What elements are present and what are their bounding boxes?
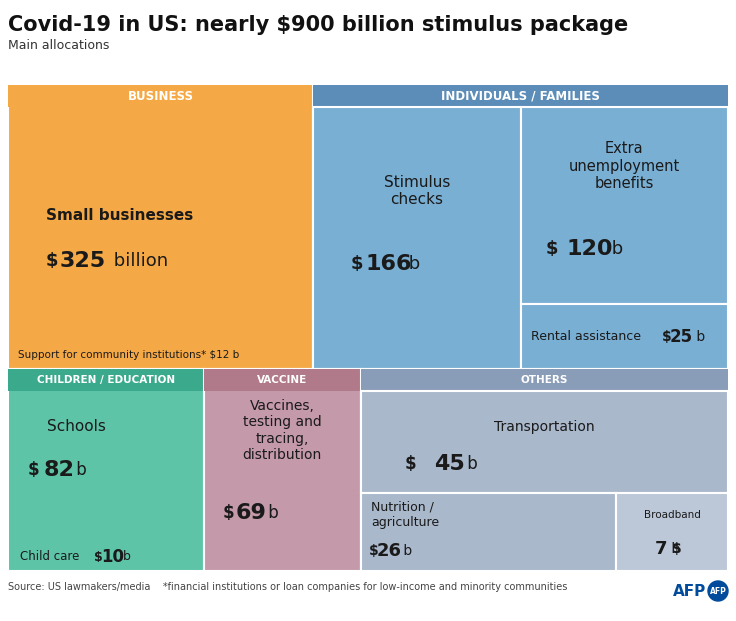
Text: Source: US lawmakers/media    *financial institutions or loan companies for low-: Source: US lawmakers/media *financial in… xyxy=(8,582,567,592)
Text: Nutrition /
agriculture: Nutrition / agriculture xyxy=(371,501,439,528)
Text: 26: 26 xyxy=(377,543,402,561)
Text: 10: 10 xyxy=(101,548,124,566)
Text: Transportation: Transportation xyxy=(494,420,595,434)
Text: 25: 25 xyxy=(670,328,693,346)
Text: Covid-19 in US: nearly $900 billion stimulus package: Covid-19 in US: nearly $900 billion stim… xyxy=(8,15,629,35)
Text: 325: 325 xyxy=(60,252,106,271)
Text: Extra
unemployment
benefits: Extra unemployment benefits xyxy=(569,141,680,191)
Text: b: b xyxy=(692,330,705,344)
Text: 45: 45 xyxy=(434,455,465,474)
Text: $: $ xyxy=(369,545,378,558)
Text: OTHERS: OTHERS xyxy=(520,375,568,385)
Text: $: $ xyxy=(27,461,39,479)
Bar xyxy=(361,369,728,391)
Bar xyxy=(520,107,728,304)
Text: b: b xyxy=(668,542,681,556)
Text: 82: 82 xyxy=(43,460,74,480)
Bar xyxy=(314,85,728,369)
Text: $: $ xyxy=(46,252,58,270)
Bar xyxy=(8,85,314,369)
Text: AFP: AFP xyxy=(710,587,726,597)
Text: $: $ xyxy=(350,255,363,273)
Text: Schools: Schools xyxy=(47,419,106,434)
Text: b: b xyxy=(462,455,478,473)
Text: INDIVIDUALS / FAMILIES: INDIVIDUALS / FAMILIES xyxy=(441,89,600,102)
Text: b: b xyxy=(263,504,279,522)
Bar xyxy=(8,369,204,571)
Text: Vaccines,
testing and
tracing,
distribution: Vaccines, testing and tracing, distribut… xyxy=(243,399,322,461)
Text: $: $ xyxy=(94,550,103,563)
Text: Small businesses: Small businesses xyxy=(46,208,194,224)
Text: CHILDREN / EDUCATION: CHILDREN / EDUCATION xyxy=(37,375,175,385)
Bar xyxy=(520,304,728,369)
Text: b: b xyxy=(399,545,412,558)
Text: b: b xyxy=(71,461,87,479)
Text: 166: 166 xyxy=(365,255,411,274)
Text: VACCINE: VACCINE xyxy=(257,375,308,385)
Text: Broadband: Broadband xyxy=(643,510,701,520)
Text: b: b xyxy=(403,255,420,273)
Text: Support for community institutions* $12 b: Support for community institutions* $12 … xyxy=(18,350,239,360)
Text: $: $ xyxy=(545,240,558,258)
Text: BUSINESS: BUSINESS xyxy=(127,89,194,102)
Text: $: $ xyxy=(405,455,417,473)
Text: AFP: AFP xyxy=(673,584,706,599)
Bar xyxy=(204,369,361,571)
Circle shape xyxy=(708,581,728,601)
Text: Child care: Child care xyxy=(20,550,79,563)
Bar xyxy=(8,85,314,107)
Text: $: $ xyxy=(672,542,682,556)
Bar xyxy=(314,85,728,107)
Text: $: $ xyxy=(223,504,234,522)
Bar xyxy=(361,391,728,493)
Text: b: b xyxy=(119,550,131,563)
Bar xyxy=(204,369,361,391)
Bar xyxy=(314,107,520,369)
Text: Main allocations: Main allocations xyxy=(8,39,110,52)
Text: 7: 7 xyxy=(655,540,668,558)
Text: Rental assistance: Rental assistance xyxy=(531,330,640,343)
Text: 120: 120 xyxy=(566,239,613,259)
Bar xyxy=(616,493,728,571)
Text: Stimulus
checks: Stimulus checks xyxy=(383,175,450,207)
Bar xyxy=(361,369,728,571)
Text: b: b xyxy=(606,240,623,258)
Text: 69: 69 xyxy=(236,503,266,523)
Bar xyxy=(8,369,204,391)
Text: $: $ xyxy=(662,330,671,344)
Text: billion: billion xyxy=(108,252,168,270)
Bar xyxy=(361,493,616,571)
